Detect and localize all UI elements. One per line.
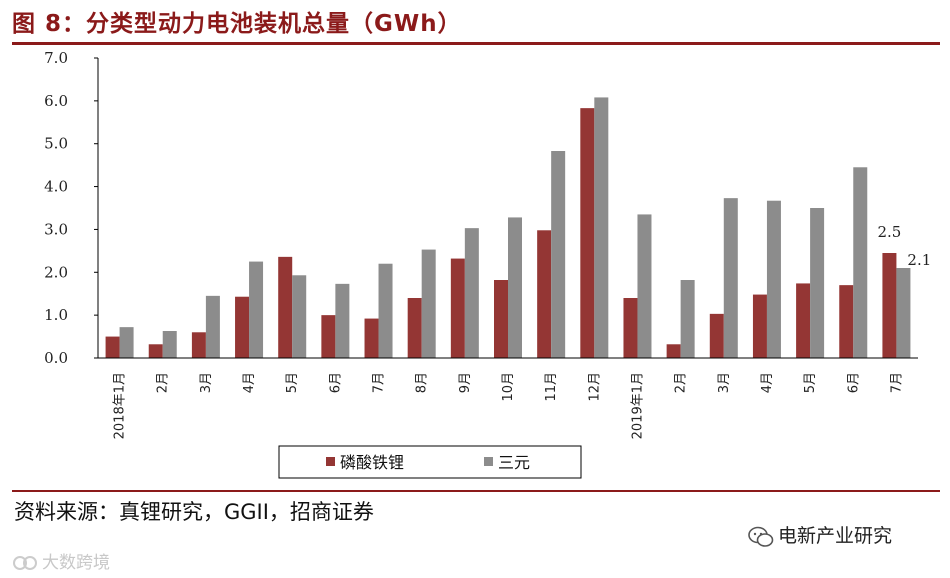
- bar-ternary: [119, 327, 134, 358]
- site-logo-icon: [13, 556, 37, 570]
- y-tick-label: 5.0: [44, 135, 68, 153]
- x-tick-label: 7月: [372, 372, 387, 393]
- bar-lfp: [105, 336, 120, 358]
- bar-ternary: [637, 214, 652, 358]
- bar-lfp: [148, 344, 163, 358]
- bar-lfp: [623, 298, 638, 358]
- bar-lfp: [709, 313, 724, 358]
- bar-ternary: [249, 261, 264, 358]
- x-tick-label: 3月: [199, 372, 214, 393]
- wechat-icon: [748, 526, 774, 547]
- x-tick-label: 11月: [544, 372, 559, 402]
- bar-lfp: [364, 318, 379, 358]
- data-label-ternary-last: 2.1: [907, 251, 931, 269]
- y-axis: 0.0 1.0 2.0 3.0 4.0 5.0 6.0 7.0: [44, 49, 99, 367]
- bar-ternary: [421, 249, 436, 358]
- legend-swatch: [326, 457, 335, 466]
- bar-lfp: [882, 253, 897, 358]
- title-divider: [12, 42, 940, 45]
- legend-label: 磷酸铁锂: [340, 453, 404, 472]
- bar-ternary: [335, 283, 350, 358]
- bar-lfp: [580, 108, 595, 359]
- site-watermark-text: 大数跨境: [42, 553, 110, 573]
- x-tick-label: 7月: [889, 372, 904, 393]
- data-label-lfp-last: 2.5: [877, 223, 901, 241]
- bar-ternary: [464, 228, 479, 358]
- x-tick-label: 2018年1月: [113, 372, 128, 439]
- bar-lfp: [407, 298, 422, 358]
- bar-ternary: [162, 331, 177, 358]
- x-axis: 2018年1月 2月 3月 4月 5月 6月 7月 8月 9月 10月 11月 12月 2019年1月 2…: [98, 357, 918, 439]
- x-tick-label: 2月: [674, 372, 689, 393]
- y-tick-label: 3.0: [44, 220, 68, 238]
- bar-ternary: [723, 198, 738, 358]
- legend-label: 三元: [498, 453, 530, 472]
- x-tick-label: 6月: [328, 372, 343, 393]
- bar-lfp: [191, 332, 206, 358]
- x-tick-label: 4月: [760, 372, 775, 393]
- bar-ternary: [766, 200, 781, 358]
- x-tick-label: 9月: [458, 372, 473, 393]
- bar-lfp: [666, 344, 681, 358]
- chart-title: 图 8：分类型动力电池装机总量（GWh）: [12, 11, 462, 37]
- y-tick-label: 6.0: [44, 92, 68, 110]
- bar-ternary: [378, 263, 393, 358]
- x-tick-label: 6月: [846, 372, 861, 393]
- y-tick-label: 1.0: [44, 306, 68, 324]
- legend-box: [278, 445, 582, 479]
- x-tick-label: 12月: [587, 372, 602, 402]
- bar-ternary: [292, 275, 307, 358]
- bar-lfp: [537, 230, 552, 358]
- x-tick-label: 5月: [803, 372, 818, 393]
- bars: [105, 97, 911, 359]
- bar-lfp: [321, 315, 336, 358]
- bar-lfp: [235, 296, 250, 358]
- bar-ternary: [896, 268, 911, 358]
- x-tick-label: 4月: [242, 372, 257, 393]
- bar-lfp: [796, 283, 811, 358]
- bar-ternary: [680, 280, 695, 358]
- x-tick-label: 10月: [501, 372, 516, 402]
- y-tick-label: 4.0: [44, 178, 68, 196]
- x-tick-label: 8月: [415, 372, 430, 393]
- bar-ternary: [508, 217, 522, 358]
- bar-lfp: [839, 285, 854, 358]
- site-watermark: 大数跨境: [12, 548, 110, 574]
- legend-swatch: [484, 457, 493, 466]
- bar-lfp: [752, 294, 767, 358]
- y-tick-label: 7.0: [44, 49, 68, 67]
- bar-ternary: [810, 208, 825, 358]
- x-tick-label: 5月: [285, 372, 300, 393]
- bar-lfp: [494, 280, 508, 358]
- bar-ternary: [205, 295, 220, 358]
- x-tick-label: 3月: [717, 372, 732, 393]
- bar-chart: 0.0 1.0 2.0 3.0 4.0 5.0 6.0 7.0 2018年1月 2月 3月 4月 5月…: [44, 49, 931, 479]
- wechat-watermark-text: 电新产业研究: [778, 525, 893, 547]
- data-labels: 2.5 2.1: [877, 223, 931, 269]
- legend: 磷酸铁锂 三元: [278, 445, 582, 479]
- x-tick-label: 2019年1月: [630, 372, 645, 439]
- bar-ternary: [551, 151, 566, 358]
- x-tick-label: 2月: [156, 372, 171, 393]
- y-tick-label: 0.0: [44, 349, 68, 367]
- y-tick-label: 2.0: [44, 263, 68, 281]
- bar-lfp: [278, 256, 293, 358]
- bar-ternary: [853, 167, 868, 358]
- bar-ternary: [594, 97, 609, 358]
- source-divider: [12, 490, 940, 492]
- source-note: 资料来源：真锂研究，GGII，招商证券: [14, 500, 374, 524]
- bar-lfp: [450, 258, 465, 358]
- wechat-watermark: 电新产业研究: [748, 521, 892, 548]
